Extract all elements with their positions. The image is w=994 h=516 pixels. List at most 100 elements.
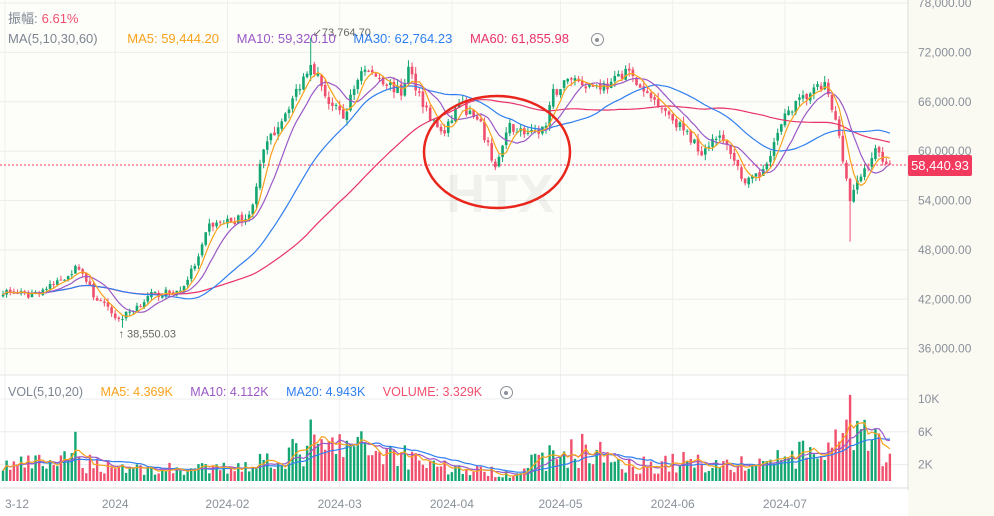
candle-body	[425, 105, 428, 108]
volume-bar	[121, 464, 124, 481]
candle-body	[349, 94, 352, 111]
volume-bar	[870, 440, 873, 481]
volume-bar	[1, 470, 5, 481]
candle-body	[501, 145, 504, 158]
volume-bar	[392, 450, 396, 481]
volume-bar	[866, 450, 870, 481]
candle-body	[63, 279, 66, 281]
candle-body	[508, 122, 512, 134]
candle-body	[182, 285, 186, 292]
volume-bar	[229, 468, 233, 481]
candle-body	[772, 142, 776, 156]
volume-bar	[736, 466, 740, 481]
candle-body	[84, 272, 88, 282]
volume-bar	[142, 474, 146, 481]
candle-body	[620, 73, 624, 79]
candle-body	[298, 88, 302, 91]
candle-body	[251, 204, 255, 215]
volume-bar	[200, 463, 204, 481]
candle-body	[407, 66, 410, 84]
candle-body	[682, 122, 685, 131]
candle-body	[110, 307, 113, 314]
volume-bar	[863, 419, 866, 481]
candle-body	[497, 156, 501, 167]
ma-title: MA(5,10,30,60)	[8, 31, 98, 46]
volume-bar	[56, 466, 59, 481]
candle-body	[823, 81, 827, 90]
volume-bar	[400, 452, 403, 481]
candle-body	[783, 113, 787, 126]
volume-bar	[19, 456, 23, 481]
ma10-value: MA10: 59,320.10	[236, 31, 336, 46]
candle-body	[685, 130, 689, 132]
volume-bar	[830, 447, 834, 481]
volume-bar	[179, 470, 182, 481]
volume-bar	[602, 462, 606, 481]
volume-bar	[114, 468, 117, 481]
candle-body	[237, 215, 240, 224]
candle-body	[707, 146, 711, 148]
candle-body	[693, 139, 696, 144]
candle-body	[323, 84, 327, 97]
candle-body	[367, 70, 370, 72]
candle-body	[475, 116, 479, 120]
visibility-eye-icon[interactable]	[590, 33, 604, 47]
candle-body	[884, 161, 888, 165]
candle-body	[787, 110, 790, 116]
candle-body	[613, 76, 617, 82]
candle-body	[580, 80, 584, 86]
volume-bar	[302, 466, 305, 481]
volume-bar	[356, 436, 359, 481]
volume-bar	[664, 455, 667, 481]
volume-bar	[852, 450, 855, 481]
volume-bar	[266, 453, 269, 481]
volume-bar	[754, 464, 758, 481]
candle-body	[331, 102, 334, 106]
volume-bar	[638, 473, 642, 481]
candle-body	[385, 84, 389, 86]
volume-bar	[164, 470, 168, 481]
candle-body	[124, 311, 128, 319]
candle-body	[794, 100, 798, 113]
candle-body	[830, 94, 834, 110]
vol-volume: VOLUME: 3.329K	[382, 385, 483, 399]
volume-bar	[309, 419, 312, 481]
volume-bar	[103, 473, 106, 481]
volume-bar	[501, 477, 504, 481]
volume-bar	[628, 459, 631, 481]
volume-bar	[233, 471, 236, 481]
volume-bar	[439, 466, 443, 481]
volume-bar	[52, 464, 55, 481]
volume-bar	[280, 466, 283, 481]
volume-bar	[816, 458, 819, 481]
volume-bar	[696, 454, 700, 481]
candle-body	[287, 109, 291, 114]
candle-body	[624, 68, 627, 80]
candle-body	[229, 217, 233, 223]
volume-bar	[472, 471, 475, 481]
candle-body	[468, 110, 472, 115]
candle-body	[103, 301, 106, 303]
volume-bar	[801, 440, 805, 481]
candle-body	[327, 97, 331, 104]
candle-body	[740, 167, 743, 179]
candle-body	[852, 189, 855, 202]
volume-bar	[450, 472, 454, 481]
volume-bar	[276, 463, 280, 481]
y-tick-label: 42,000.00	[918, 292, 972, 306]
candle-body	[171, 292, 175, 295]
candle-body	[819, 85, 823, 90]
volume-bar	[385, 449, 388, 481]
candle-body	[696, 138, 700, 152]
volume-bar	[428, 460, 432, 481]
volume-bar	[219, 470, 222, 481]
candle-body	[591, 85, 595, 87]
volume-eye-icon[interactable]	[499, 386, 513, 400]
candle-body	[877, 147, 881, 153]
candle-body	[765, 163, 769, 170]
candle-body	[208, 223, 211, 232]
candle-body	[374, 73, 378, 77]
volume-bar	[244, 462, 247, 481]
candle-body	[870, 158, 874, 167]
